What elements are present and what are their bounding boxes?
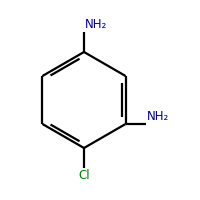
Text: Cl: Cl <box>78 169 90 182</box>
Text: NH₂: NH₂ <box>147 110 169 123</box>
Text: NH₂: NH₂ <box>85 18 107 31</box>
